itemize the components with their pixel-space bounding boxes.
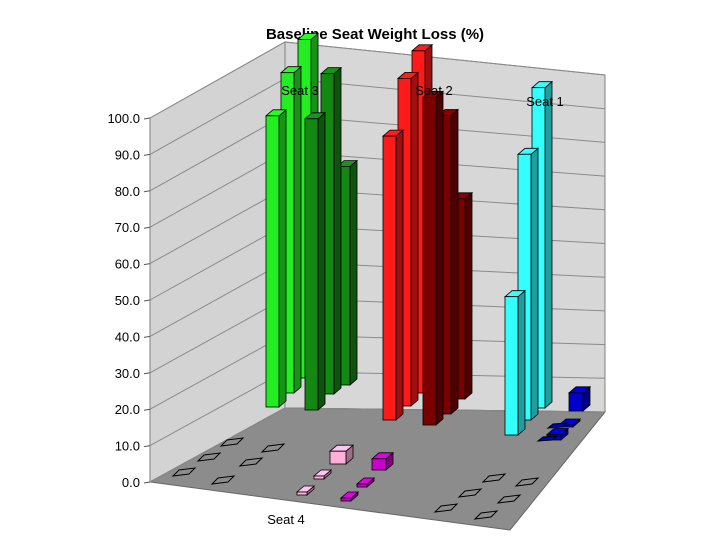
y-tick-label: 0.0 xyxy=(122,475,140,490)
bar-side xyxy=(278,108,287,408)
y-tick-label: 80.0 xyxy=(115,184,140,199)
bar-front xyxy=(382,135,397,421)
bar-front xyxy=(340,497,352,502)
zero-marker xyxy=(457,488,483,498)
zero-marker xyxy=(473,510,499,520)
bar xyxy=(355,477,376,488)
bar-front xyxy=(313,475,325,480)
bar-front xyxy=(265,115,280,408)
tick-mark xyxy=(143,408,151,411)
bar-side xyxy=(293,65,302,394)
y-tick-label: 60.0 xyxy=(115,257,140,272)
y-tick-label: 50.0 xyxy=(115,293,140,308)
group-label-seat-3: Seat 3 xyxy=(281,83,319,98)
bar-side xyxy=(517,289,526,436)
y-tick-label: 20.0 xyxy=(115,402,140,417)
bar xyxy=(339,491,360,502)
bar-side xyxy=(435,90,444,426)
bar xyxy=(370,451,395,471)
tick-mark xyxy=(143,299,151,302)
bar-side xyxy=(349,159,358,386)
chart-bars xyxy=(171,32,592,520)
bar-side xyxy=(333,66,342,395)
bar xyxy=(328,444,355,465)
bar-side xyxy=(530,147,539,421)
y-tick-label: 100.0 xyxy=(107,111,140,126)
tick-mark xyxy=(143,153,151,156)
y-tick-label: 30.0 xyxy=(115,366,140,381)
bar xyxy=(557,418,582,428)
bar-front xyxy=(422,97,437,426)
y-tick-label: 10.0 xyxy=(115,439,140,454)
group-label-seat-2: Seat 2 xyxy=(415,83,453,98)
gridline xyxy=(149,407,606,483)
bar-front xyxy=(304,118,319,411)
zero-marker xyxy=(496,494,522,504)
bar-front xyxy=(504,296,519,436)
y-tick-label: 70.0 xyxy=(115,220,140,235)
gridline xyxy=(149,41,606,119)
tick-mark xyxy=(143,117,151,120)
bar xyxy=(567,385,592,412)
bar-side xyxy=(450,108,459,415)
bar xyxy=(503,289,527,436)
chart-title: Baseline Seat Weight Loss (%) xyxy=(266,26,484,43)
zero-marker xyxy=(219,437,245,447)
near-zero-marker xyxy=(546,422,569,429)
y-tick-label: 40.0 xyxy=(115,329,140,344)
group-label-seat-1: Seat 1 xyxy=(526,94,564,109)
bar xyxy=(303,111,327,411)
bar-side xyxy=(317,111,326,411)
zero-marker xyxy=(433,503,459,513)
zero-marker xyxy=(196,452,222,462)
zero-marker xyxy=(514,477,540,487)
near-zero-marker xyxy=(536,435,559,442)
bar xyxy=(312,469,333,480)
bar xyxy=(295,485,316,496)
group-label-seat-4: Seat 4 xyxy=(267,512,305,527)
bar-front xyxy=(356,483,368,488)
bar-front xyxy=(568,392,584,412)
bar-side xyxy=(544,80,553,409)
bar-side xyxy=(464,191,473,400)
zero-marker xyxy=(210,475,236,485)
tick-mark xyxy=(143,372,151,375)
bar xyxy=(264,108,288,408)
zero-marker xyxy=(481,473,507,483)
zero-marker xyxy=(260,443,286,453)
group-labels: Seat 3 Seat 2 Seat 1 Seat 4 xyxy=(267,83,564,527)
tick-mark xyxy=(143,190,151,193)
tick-mark xyxy=(143,481,151,484)
bar-side xyxy=(410,71,419,407)
bar-front xyxy=(296,491,308,496)
bar xyxy=(421,90,445,426)
bar-front xyxy=(371,458,387,471)
tick-mark xyxy=(143,445,151,448)
bar-side xyxy=(395,129,404,421)
tick-mark xyxy=(143,226,151,229)
y-tick-label: 90.0 xyxy=(115,147,140,162)
y-axis-ticks: 0.0 10.0 20.0 30.0 40.0 50.0 60.0 70.0 80.0 90.0 1… xyxy=(107,111,140,490)
bar xyxy=(381,129,405,421)
zero-marker xyxy=(238,457,264,467)
zero-marker xyxy=(171,467,197,477)
tick-mark xyxy=(143,263,151,266)
tick-mark xyxy=(143,335,151,338)
bar-front xyxy=(329,450,347,465)
